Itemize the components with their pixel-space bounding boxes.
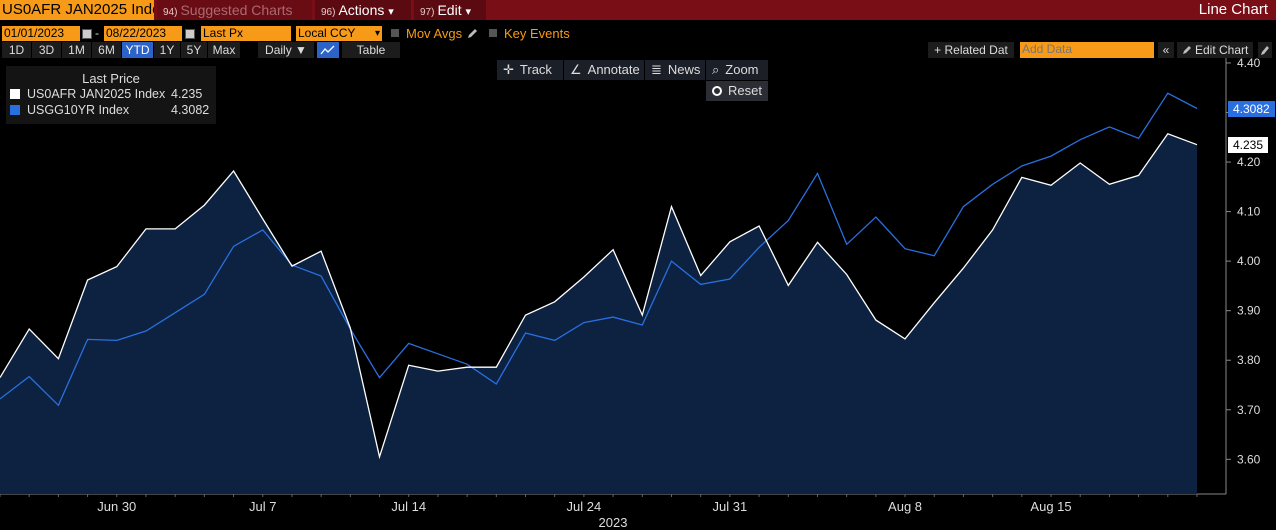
annotate-icon: ∠: [570, 62, 582, 77]
y-tick-label: 3.70: [1237, 403, 1261, 417]
news-icon: ≣: [651, 62, 662, 77]
field-selector[interactable]: Last Px: [201, 26, 291, 41]
calendar-icon[interactable]: [82, 29, 92, 39]
legend-series-value: 4.3082: [171, 103, 210, 117]
key-events-label: Key Events: [504, 26, 570, 41]
magnifier-icon: ⌕: [712, 62, 720, 77]
add-data-input[interactable]: Add Data: [1020, 42, 1154, 58]
range-button-1y[interactable]: 1Y: [154, 42, 180, 58]
news-label: News: [667, 62, 701, 77]
edit-chart-button[interactable]: Edit Chart: [1177, 42, 1253, 58]
x-axis-year-label: 2023: [598, 515, 628, 530]
range-button-3d[interactable]: 3D: [32, 42, 61, 58]
chevron-down-icon: ▾: [388, 6, 394, 18]
reset-button[interactable]: Reset: [706, 81, 768, 101]
pencil-icon[interactable]: [467, 28, 478, 39]
currency-label: Local CCY: [298, 26, 356, 40]
legend-header: Last Price: [82, 71, 140, 86]
x-tick-label: Jul 24: [567, 499, 602, 514]
related-data-button[interactable]: + Related Dat: [928, 42, 1014, 58]
mov-avgs-checkbox[interactable]: [391, 29, 399, 37]
x-tick-label: Aug 15: [1030, 499, 1071, 514]
x-tick-label: Jun 30: [97, 499, 136, 514]
edit-number: 97): [420, 7, 435, 18]
x-tick-label: Aug 8: [888, 499, 922, 514]
actions-label: Actions: [338, 2, 385, 18]
chevron-down-icon: ▾: [374, 28, 380, 39]
suggested-number: 94): [163, 7, 178, 18]
series-line-us0afr: [0, 133, 1198, 460]
table-button[interactable]: Table: [342, 42, 400, 58]
legend-series-name: USGG10YR Index: [27, 103, 130, 117]
legend-swatch: [10, 105, 20, 115]
legend-swatch: [10, 89, 20, 99]
range-button-5y[interactable]: 5Y: [181, 42, 207, 58]
x-tick-label: Jul 14: [391, 499, 426, 514]
line-chart[interactable]: Jun 30 Jul 7 Jul 14 Jul 24 Jul 31 Aug 8 Aug 15…: [0, 58, 1276, 530]
range-button-ytd[interactable]: YTD: [122, 42, 153, 58]
settings-icon[interactable]: [1258, 42, 1272, 58]
start-date-field[interactable]: 01/01/2023: [2, 26, 80, 41]
mov-avgs-label: Mov Avgs: [406, 26, 463, 41]
y-tick-label: 3.60: [1237, 452, 1261, 466]
legend-series-value: 4.235: [171, 87, 203, 101]
y-tick-label: 4.00: [1237, 254, 1261, 268]
last-value-label: 4.3082: [1228, 100, 1275, 117]
line-chart-icon[interactable]: [317, 42, 339, 58]
frequency-dropdown[interactable]: Daily ▼: [258, 42, 314, 58]
currency-dropdown[interactable]: Local CCY ▾: [296, 26, 382, 41]
track-button[interactable]: ✛ Track: [497, 60, 563, 80]
end-date-field[interactable]: 08/22/2023: [104, 26, 182, 41]
range-button-1d[interactable]: 1D: [2, 42, 31, 58]
y-tick-label: 4.20: [1237, 155, 1261, 169]
crosshair-icon: ✛: [503, 62, 514, 77]
x-tick-label: Jul 31: [713, 499, 748, 514]
legend-series-name: US0AFR JAN2025 Index: [27, 87, 166, 101]
range-button-max[interactable]: Max: [208, 42, 240, 58]
chart-type-label: Line Chart: [1198, 1, 1268, 18]
suggested-charts-button[interactable]: 94) Suggested Charts: [157, 0, 312, 20]
series-line-usgg10yr: [0, 92, 1198, 407]
reset-icon: [712, 86, 722, 96]
edit-label: Edit: [437, 2, 462, 18]
date-separator: -: [95, 26, 99, 40]
y-tick-label: 4.10: [1237, 205, 1261, 219]
edit-menu-button[interactable]: 97) Edit ▾: [414, 0, 486, 20]
suggested-label: Suggested Charts: [180, 2, 293, 18]
collapse-icon[interactable]: «: [1158, 42, 1174, 58]
zoom-label: Zoom: [725, 62, 759, 77]
range-button-1m[interactable]: 1M: [62, 42, 91, 58]
last-value-label: 4.235: [1228, 136, 1269, 153]
y-tick-label: 3.80: [1237, 353, 1261, 367]
edit-chart-label: Edit Chart: [1194, 43, 1249, 57]
series-area-fill: [0, 133, 1197, 495]
actions-menu-button[interactable]: 96) Actions ▾: [315, 0, 411, 20]
range-button-6m[interactable]: 6M: [92, 42, 121, 58]
legend: Last Price US0AFR JAN2025 Index 4.235 US…: [6, 66, 216, 124]
calendar-icon[interactable]: [185, 29, 195, 39]
reset-label: Reset: [728, 83, 762, 98]
x-tick-label: Jul 7: [249, 499, 276, 514]
y-tick-label: 3.90: [1237, 304, 1261, 318]
track-label: Track: [519, 62, 552, 77]
annotate-button[interactable]: ∠ Annotate: [564, 60, 644, 80]
y-tick-label: 4.40: [1237, 58, 1261, 70]
chevron-down-icon: ▾: [465, 6, 471, 18]
key-events-checkbox[interactable]: [489, 29, 497, 37]
zoom-button[interactable]: ⌕ Zoom: [706, 60, 768, 80]
annotate-label: Annotate: [587, 62, 640, 77]
ticker-input[interactable]: US0AFR JAN2025 Index: [0, 0, 154, 20]
actions-number: 96): [321, 7, 336, 18]
news-button[interactable]: ≣ News: [645, 60, 705, 80]
